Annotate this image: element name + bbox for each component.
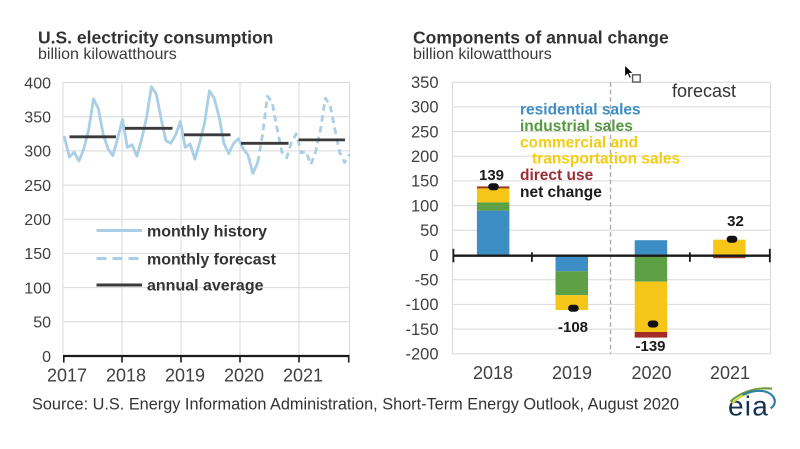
svg-text:-139: -139 xyxy=(635,338,665,355)
svg-text:0: 0 xyxy=(429,247,438,265)
svg-text:-108: -108 xyxy=(558,319,588,336)
svg-text:2018: 2018 xyxy=(106,366,146,386)
svg-text:Source: U.S. Energy Informatio: Source: U.S. Energy Information Administ… xyxy=(32,396,679,414)
svg-text:50: 50 xyxy=(420,222,438,240)
svg-text:Components of annual change: Components of annual change xyxy=(413,28,669,48)
svg-text:50: 50 xyxy=(33,315,51,332)
svg-text:2019: 2019 xyxy=(552,363,592,383)
svg-text:commercial and: commercial and xyxy=(520,134,638,151)
svg-text:forecast: forecast xyxy=(672,81,736,101)
svg-text:350: 350 xyxy=(24,110,51,127)
svg-text:32: 32 xyxy=(727,213,744,230)
svg-text:139: 139 xyxy=(479,167,504,184)
svg-text:2021: 2021 xyxy=(283,366,323,386)
svg-text:300: 300 xyxy=(24,144,51,161)
svg-text:150: 150 xyxy=(24,246,51,263)
svg-text:100: 100 xyxy=(24,280,51,297)
svg-text:0: 0 xyxy=(42,349,51,366)
svg-text:monthly history: monthly history xyxy=(147,224,267,241)
svg-text:2018: 2018 xyxy=(473,363,513,383)
svg-text:-200: -200 xyxy=(405,346,438,364)
svg-text:residential sales: residential sales xyxy=(520,102,641,119)
svg-text:direct use: direct use xyxy=(520,167,594,184)
svg-text:monthly forecast: monthly forecast xyxy=(147,251,277,268)
svg-text:300: 300 xyxy=(411,99,439,117)
svg-text:2017: 2017 xyxy=(47,366,87,386)
svg-text:100: 100 xyxy=(411,197,439,215)
svg-text:200: 200 xyxy=(24,212,51,229)
svg-text:-100: -100 xyxy=(405,296,438,314)
svg-text:eia: eia xyxy=(728,391,769,422)
svg-text:350: 350 xyxy=(411,74,439,92)
svg-text:2021: 2021 xyxy=(710,363,750,383)
svg-text:annual average: annual average xyxy=(147,278,264,295)
svg-text:billion kilowatthours: billion kilowatthours xyxy=(413,46,552,63)
svg-text:industrial sales: industrial sales xyxy=(520,118,633,135)
svg-text:U.S. electricity consumption: U.S. electricity consumption xyxy=(38,28,273,48)
svg-text:billion kilowatthours: billion kilowatthours xyxy=(38,46,177,63)
svg-text:2019: 2019 xyxy=(165,366,205,386)
svg-text:-50: -50 xyxy=(415,272,439,290)
svg-text:150: 150 xyxy=(411,173,439,191)
svg-text:net change: net change xyxy=(520,184,602,201)
svg-text:400: 400 xyxy=(24,75,51,92)
svg-text:2020: 2020 xyxy=(224,366,264,386)
svg-text:2020: 2020 xyxy=(631,363,671,383)
svg-text:-150: -150 xyxy=(405,321,438,339)
svg-text:200: 200 xyxy=(411,148,439,166)
svg-text:250: 250 xyxy=(24,178,51,195)
svg-text:transportation sales: transportation sales xyxy=(532,151,680,168)
svg-text:250: 250 xyxy=(411,123,439,141)
